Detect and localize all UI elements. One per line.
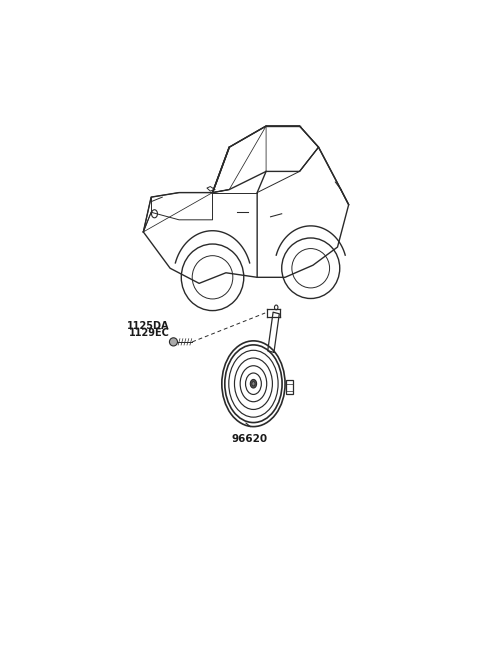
Bar (287, 381, 293, 394)
Circle shape (252, 382, 255, 386)
Text: 1125DA: 1125DA (127, 321, 170, 331)
Circle shape (250, 379, 257, 388)
Ellipse shape (169, 338, 178, 346)
Text: 1129EC: 1129EC (129, 328, 170, 338)
Text: 96620: 96620 (232, 434, 268, 444)
